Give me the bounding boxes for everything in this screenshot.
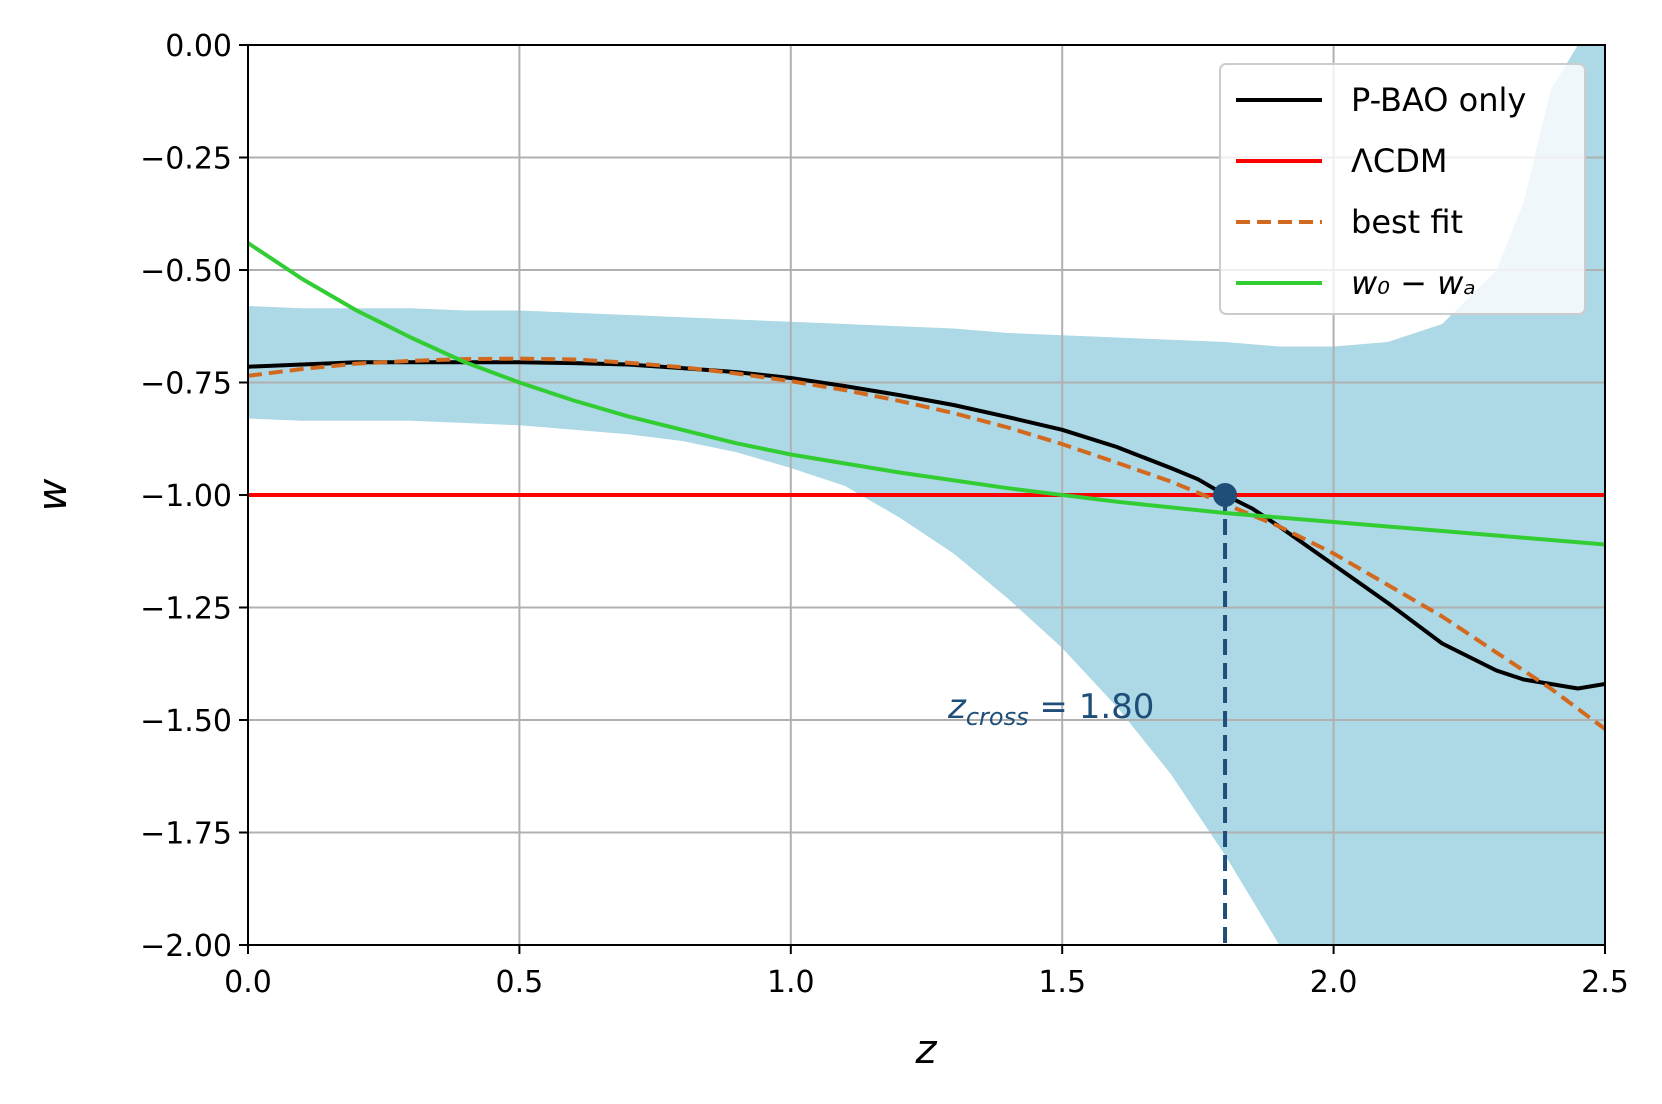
- crossing-annotation: zcross = 1.80: [947, 687, 1154, 731]
- series-line-best-fit: [248, 356, 1605, 731]
- legend-label: ΛCDM: [1351, 142, 1447, 180]
- crossing-point-marker: [1213, 483, 1238, 507]
- y-tick-label: −1.25: [140, 592, 232, 627]
- legend-label: best fit: [1351, 203, 1463, 241]
- annotation: zcross = 1.80: [947, 687, 1154, 731]
- legend: P-BAO only ΛCDM best fit w₀ − wₐ: [1219, 63, 1586, 315]
- x-tick-label: 0.0: [224, 965, 272, 1000]
- y-tick-label: 0.00: [165, 29, 232, 64]
- axis-ticks: 0.0 0.5 1.0 1.5 2.0 2.5 0.00 −0.25 −0.50 −0.75 −1.…: [140, 29, 1629, 1000]
- y-tick-label: −1.75: [140, 817, 232, 852]
- y-tick-label: −1.00: [140, 479, 232, 514]
- x-tick-label: 2.5: [1581, 965, 1629, 1000]
- y-tick-label: −0.75: [140, 367, 232, 402]
- series-line-p-bao-only: [248, 360, 1605, 691]
- x-tick-label: 1.5: [1038, 965, 1086, 1000]
- x-tick-label: 0.5: [496, 965, 544, 1000]
- legend-box: [1219, 63, 1586, 315]
- x-tick-label: 2.0: [1310, 965, 1358, 1000]
- crossing-marker-layer: [1213, 483, 1238, 945]
- series-layer: [248, 241, 1605, 731]
- y-axis-title: w: [30, 478, 76, 511]
- x-axis-title: z: [915, 1027, 938, 1073]
- legend-label: w₀ − wₐ: [1351, 264, 1476, 302]
- y-tick-label: −0.25: [140, 142, 232, 177]
- y-tick-label: −0.50: [140, 254, 232, 289]
- y-tick-label: −1.50: [140, 704, 232, 739]
- series-line-w-w-: [248, 241, 1605, 547]
- y-tick-label: −2.00: [140, 929, 232, 964]
- x-tick-label: 1.0: [767, 965, 815, 1000]
- legend-label: P-BAO only: [1351, 81, 1526, 119]
